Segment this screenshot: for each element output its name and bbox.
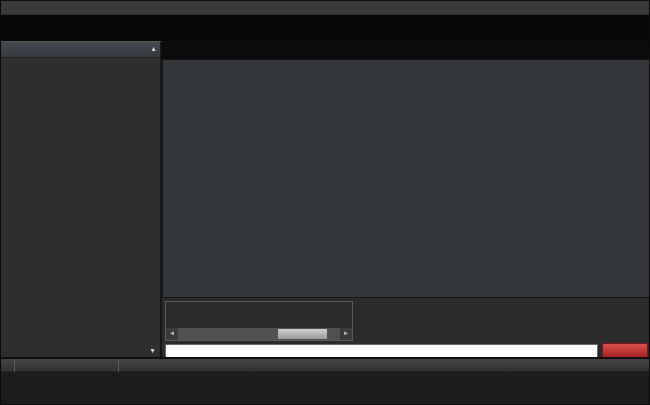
computer-icon bbox=[4, 45, 15, 55]
device-tree bbox=[1, 58, 160, 358]
menu-bar bbox=[1, 1, 650, 15]
log-event-column-header[interactable] bbox=[119, 359, 650, 372]
legend-scrollbar[interactable]: ◄ ► bbox=[166, 328, 352, 340]
legend-scroll-track[interactable] bbox=[178, 328, 340, 340]
device-tree-panel: ▲ ▼ bbox=[1, 41, 162, 357]
legend-items bbox=[166, 302, 352, 328]
legend-scroll-thumb[interactable] bbox=[278, 329, 327, 339]
main-pane: ◄ ► bbox=[162, 41, 650, 357]
scroll-left-icon[interactable]: ◄ bbox=[166, 328, 178, 340]
scan-map-panel bbox=[162, 59, 650, 298]
stats-groups bbox=[357, 301, 648, 341]
scroll-down-icon[interactable]: ▼ bbox=[149, 348, 156, 355]
tab-bar bbox=[162, 41, 650, 59]
legend-box: ◄ ► bbox=[165, 301, 353, 341]
log-icon-column-header[interactable] bbox=[1, 359, 15, 372]
scroll-right-icon[interactable]: ► bbox=[340, 328, 352, 340]
event-log-header bbox=[1, 359, 650, 372]
event-log-panel bbox=[1, 357, 650, 405]
toolbar bbox=[1, 15, 650, 41]
scan-progress-bar bbox=[165, 344, 598, 358]
scan-stats-row: ◄ ► bbox=[162, 298, 650, 342]
tree-root-item[interactable]: ▲ bbox=[1, 42, 160, 58]
app-window: ▲ ▼ ◄ ► bbox=[0, 0, 650, 405]
scroll-up-icon[interactable]: ▲ bbox=[150, 46, 157, 53]
log-datetime-column-header[interactable] bbox=[15, 359, 119, 372]
